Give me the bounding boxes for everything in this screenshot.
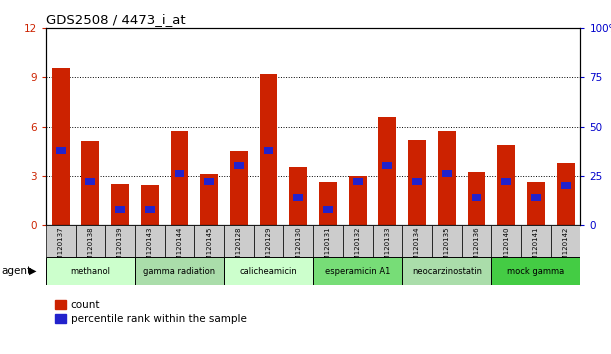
Bar	[501, 178, 511, 185]
Bar	[557, 162, 574, 225]
Bar	[254, 225, 284, 257]
Text: GDS2508 / 4473_i_at: GDS2508 / 4473_i_at	[46, 13, 186, 26]
Text: neocarzinostatin: neocarzinostatin	[412, 267, 482, 276]
Bar	[491, 225, 521, 257]
Bar	[224, 257, 313, 285]
Bar	[442, 170, 452, 177]
Bar	[234, 162, 244, 169]
Bar	[323, 206, 333, 212]
Bar	[412, 178, 422, 185]
Bar	[408, 139, 426, 225]
Bar	[467, 172, 485, 225]
Bar	[491, 257, 580, 285]
Text: GSM120131: GSM120131	[325, 227, 331, 269]
Bar	[260, 74, 277, 225]
Text: calicheamicin: calicheamicin	[240, 267, 298, 276]
Text: GSM120141: GSM120141	[533, 227, 539, 269]
Bar	[264, 147, 274, 154]
Text: GSM120142: GSM120142	[563, 227, 569, 269]
Bar	[115, 206, 125, 212]
Bar	[135, 257, 224, 285]
Bar	[224, 225, 254, 257]
Bar	[46, 225, 76, 257]
Bar	[531, 194, 541, 201]
Text: GSM120137: GSM120137	[57, 227, 64, 269]
Text: gamma radiation: gamma radiation	[144, 267, 216, 276]
Bar	[86, 178, 95, 185]
Text: GSM120132: GSM120132	[355, 227, 360, 269]
Bar	[135, 225, 164, 257]
Bar	[141, 185, 159, 225]
Bar	[105, 225, 135, 257]
Text: GSM120143: GSM120143	[147, 227, 153, 269]
Bar	[170, 131, 188, 225]
Bar	[313, 257, 402, 285]
Bar	[551, 225, 580, 257]
Bar	[46, 257, 135, 285]
Bar	[521, 225, 551, 257]
Bar	[76, 225, 105, 257]
Bar	[438, 131, 456, 225]
Text: esperamicin A1: esperamicin A1	[325, 267, 390, 276]
Bar	[290, 167, 307, 225]
Text: GSM120140: GSM120140	[503, 227, 509, 269]
Bar	[497, 144, 515, 225]
Bar	[175, 170, 185, 177]
Bar	[432, 225, 462, 257]
Bar	[319, 182, 337, 225]
Bar	[200, 174, 218, 225]
Text: GSM120135: GSM120135	[444, 227, 450, 269]
Bar	[378, 117, 397, 225]
Bar	[402, 257, 491, 285]
Bar	[52, 68, 70, 225]
Bar	[343, 225, 373, 257]
Bar	[111, 184, 129, 225]
Text: methanol: methanol	[70, 267, 111, 276]
Text: GSM120134: GSM120134	[414, 227, 420, 269]
Bar	[527, 182, 545, 225]
Bar	[56, 147, 65, 154]
Bar	[284, 225, 313, 257]
Text: agent: agent	[1, 266, 31, 276]
Text: GSM120136: GSM120136	[474, 227, 480, 269]
Bar	[194, 225, 224, 257]
Bar	[145, 206, 155, 212]
Bar	[462, 225, 491, 257]
Text: GSM120129: GSM120129	[266, 227, 271, 269]
Bar	[313, 225, 343, 257]
Bar	[349, 176, 367, 225]
Text: ▶: ▶	[29, 266, 37, 276]
Text: GSM120139: GSM120139	[117, 227, 123, 269]
Legend: count, percentile rank within the sample: count, percentile rank within the sample	[51, 296, 251, 329]
Text: GSM120130: GSM120130	[295, 227, 301, 269]
Bar	[293, 194, 303, 201]
Bar	[230, 151, 248, 225]
Bar	[353, 178, 362, 185]
Bar	[472, 194, 481, 201]
Bar	[204, 178, 214, 185]
Text: GSM120128: GSM120128	[236, 227, 242, 269]
Text: GSM120145: GSM120145	[206, 227, 212, 269]
Text: mock gamma: mock gamma	[507, 267, 565, 276]
Bar	[561, 182, 571, 189]
Text: GSM120138: GSM120138	[87, 227, 93, 269]
Bar	[164, 225, 194, 257]
Bar	[81, 141, 99, 225]
Bar	[373, 225, 402, 257]
Bar	[382, 162, 392, 169]
Text: GSM120133: GSM120133	[384, 227, 390, 269]
Bar	[402, 225, 432, 257]
Text: GSM120144: GSM120144	[177, 227, 183, 269]
